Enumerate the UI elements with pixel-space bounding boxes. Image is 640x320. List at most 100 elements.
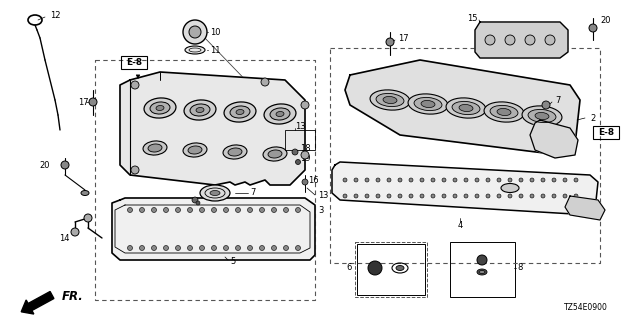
Circle shape <box>386 38 394 46</box>
Ellipse shape <box>144 98 176 118</box>
Circle shape <box>420 178 424 182</box>
Circle shape <box>301 101 309 109</box>
Circle shape <box>354 178 358 182</box>
Text: 4: 4 <box>458 220 463 229</box>
Circle shape <box>477 255 487 265</box>
Circle shape <box>420 194 424 198</box>
Circle shape <box>486 178 490 182</box>
Circle shape <box>442 194 446 198</box>
Ellipse shape <box>268 150 282 158</box>
Text: 15: 15 <box>467 13 478 22</box>
Text: 17: 17 <box>78 98 88 107</box>
Ellipse shape <box>376 93 404 107</box>
Text: 12: 12 <box>50 11 61 20</box>
Circle shape <box>131 166 139 174</box>
Ellipse shape <box>276 111 284 116</box>
Text: 5: 5 <box>230 258 236 267</box>
Polygon shape <box>565 196 605 220</box>
Circle shape <box>261 78 269 86</box>
Circle shape <box>284 207 289 212</box>
Ellipse shape <box>383 96 397 104</box>
Bar <box>285 130 315 150</box>
Text: 17: 17 <box>398 34 408 43</box>
Ellipse shape <box>184 100 216 120</box>
Circle shape <box>127 207 132 212</box>
Text: 2: 2 <box>590 114 595 123</box>
Circle shape <box>271 245 276 251</box>
Circle shape <box>248 245 253 251</box>
Text: 3: 3 <box>323 190 328 199</box>
Ellipse shape <box>183 143 207 157</box>
Text: E-8: E-8 <box>126 58 142 67</box>
Ellipse shape <box>190 104 210 116</box>
Ellipse shape <box>452 101 480 115</box>
Text: 1: 1 <box>318 190 323 199</box>
Ellipse shape <box>156 106 164 110</box>
Ellipse shape <box>370 90 410 110</box>
Text: 10: 10 <box>210 28 221 36</box>
Circle shape <box>368 261 382 275</box>
Circle shape <box>343 178 347 182</box>
Circle shape <box>140 245 145 251</box>
Circle shape <box>398 178 402 182</box>
Circle shape <box>236 207 241 212</box>
Circle shape <box>140 207 145 212</box>
Circle shape <box>464 194 468 198</box>
Circle shape <box>409 178 413 182</box>
Circle shape <box>343 194 347 198</box>
Ellipse shape <box>528 109 556 123</box>
Circle shape <box>431 194 435 198</box>
Text: 6: 6 <box>347 263 352 273</box>
Bar <box>121 56 147 69</box>
Ellipse shape <box>81 190 89 196</box>
Polygon shape <box>332 162 598 215</box>
Text: E-8: E-8 <box>598 127 614 137</box>
Bar <box>593 126 619 139</box>
Circle shape <box>505 35 515 45</box>
Circle shape <box>563 178 567 182</box>
Circle shape <box>248 207 253 212</box>
Ellipse shape <box>501 183 519 193</box>
Circle shape <box>486 194 490 198</box>
Circle shape <box>188 207 193 212</box>
Circle shape <box>589 24 597 32</box>
Text: 9: 9 <box>585 201 590 210</box>
Circle shape <box>542 101 550 109</box>
Ellipse shape <box>459 104 473 112</box>
Circle shape <box>175 245 180 251</box>
Ellipse shape <box>270 108 290 120</box>
Text: FR.: FR. <box>62 290 84 302</box>
Circle shape <box>200 245 205 251</box>
Circle shape <box>163 207 168 212</box>
Text: 13: 13 <box>295 122 306 131</box>
Circle shape <box>127 245 132 251</box>
Bar <box>357 244 425 295</box>
Ellipse shape <box>223 145 247 159</box>
Circle shape <box>301 151 309 159</box>
Ellipse shape <box>150 102 170 114</box>
Text: 7: 7 <box>555 95 561 105</box>
Circle shape <box>296 245 301 251</box>
Circle shape <box>552 178 556 182</box>
Text: 20: 20 <box>600 15 611 25</box>
Circle shape <box>475 194 479 198</box>
Ellipse shape <box>264 104 296 124</box>
Circle shape <box>89 98 97 106</box>
Circle shape <box>409 194 413 198</box>
Circle shape <box>284 245 289 251</box>
Ellipse shape <box>230 106 250 118</box>
Circle shape <box>442 178 446 182</box>
Circle shape <box>574 194 578 198</box>
Circle shape <box>271 207 276 212</box>
FancyArrow shape <box>21 292 54 314</box>
Circle shape <box>387 194 391 198</box>
Circle shape <box>296 159 301 164</box>
Ellipse shape <box>224 102 256 122</box>
Text: 19: 19 <box>300 154 310 163</box>
Ellipse shape <box>263 147 287 161</box>
Circle shape <box>519 194 523 198</box>
Ellipse shape <box>188 146 202 154</box>
Circle shape <box>131 81 139 89</box>
Circle shape <box>475 178 479 182</box>
Circle shape <box>302 179 308 185</box>
